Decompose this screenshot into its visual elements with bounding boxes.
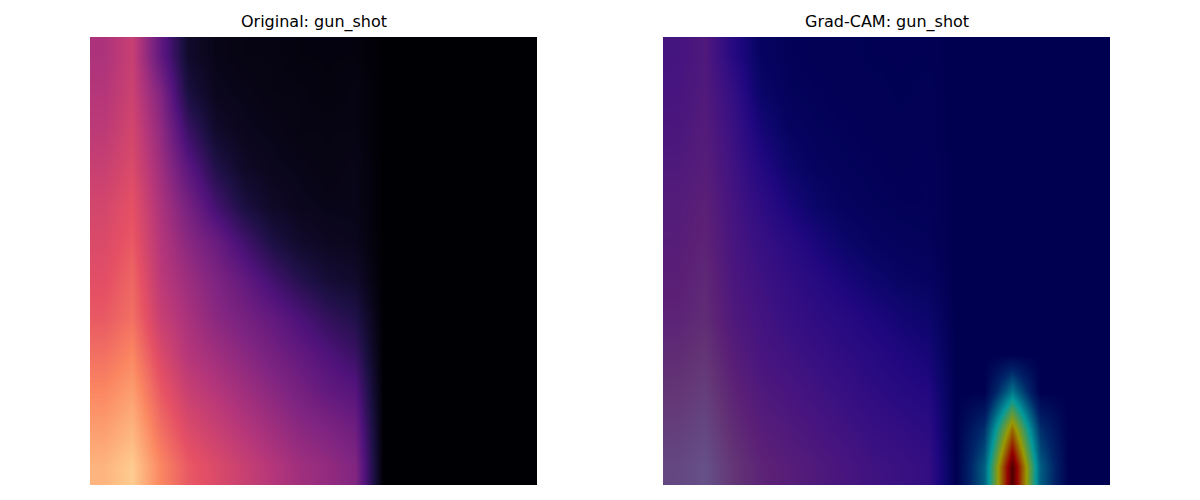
svg-text:Grad-CAM: gun_shot: Grad-CAM: gun_shot bbox=[805, 12, 969, 32]
svg-text:Original: gun_shot: Original: gun_shot bbox=[241, 12, 387, 32]
